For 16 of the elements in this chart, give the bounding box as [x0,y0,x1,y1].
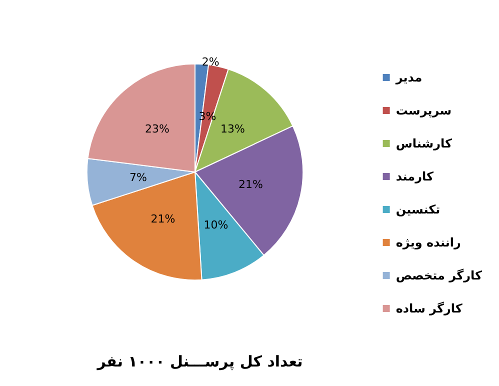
data-label: 21% [238,178,263,191]
legend-label: کارمند [396,170,434,184]
data-label: 7% [129,170,147,184]
data-label: 13% [220,122,245,136]
legend-label: مدیر [394,70,422,84]
legend-label: کارگر متخصص [396,268,482,282]
legend-label: سرپرست [396,104,452,118]
legend-label: کارگر ساده [396,302,462,316]
data-label: 21% [150,212,176,226]
text: تعداد کل پرســـنل ۱۰۰۰ نفر [96,352,303,370]
legend-label: تکنسین [396,202,440,216]
legend-label: کارشناس [396,136,452,150]
data-label: 10% [204,218,228,232]
data-label: 2% [202,56,220,69]
data-label: 23% [145,122,170,136]
legend-label: راننده ویژه [396,236,462,250]
